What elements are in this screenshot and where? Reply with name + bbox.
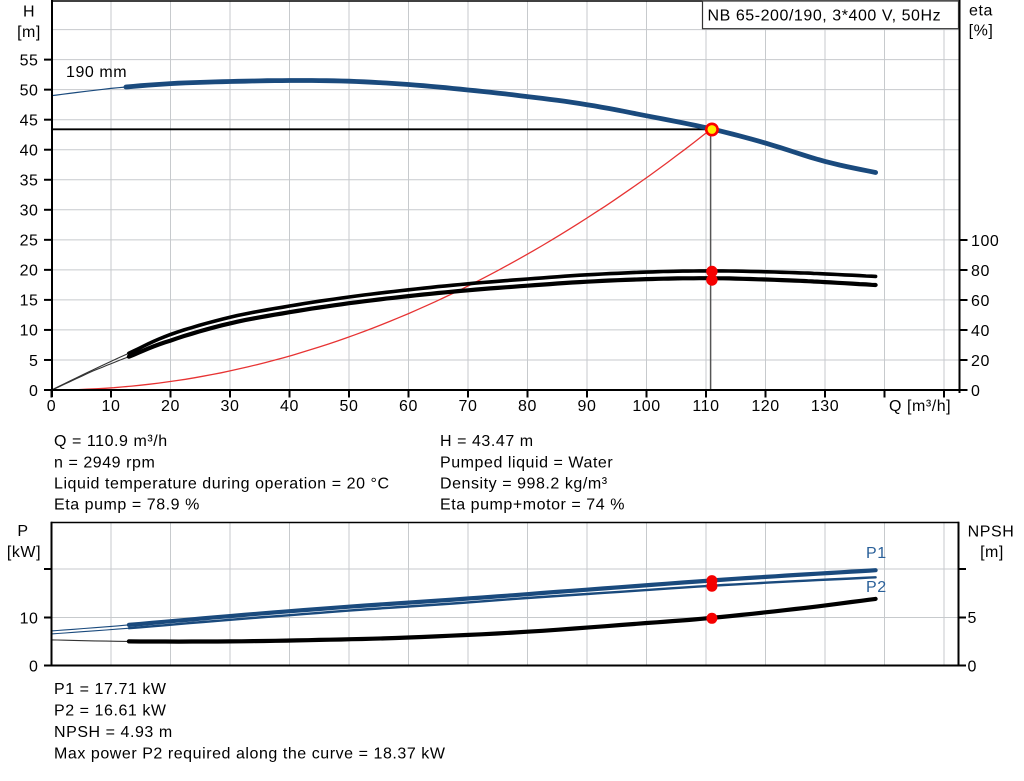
svg-text:60: 60 — [971, 293, 990, 310]
svg-text:60: 60 — [399, 398, 418, 415]
svg-text:190 mm: 190 mm — [66, 64, 127, 81]
svg-text:P2 = 16.61 kW: P2 = 16.61 kW — [54, 703, 167, 720]
svg-text:[%]: [%] — [969, 22, 994, 39]
svg-text:Density = 998.2 kg/m³: Density = 998.2 kg/m³ — [440, 476, 608, 493]
svg-text:NPSH: NPSH — [968, 524, 1015, 541]
svg-text:20: 20 — [20, 263, 39, 280]
svg-text:80: 80 — [971, 263, 990, 280]
svg-text:P1 = 17.71 kW: P1 = 17.71 kW — [54, 681, 167, 698]
svg-text:10: 10 — [102, 398, 121, 415]
svg-text:NPSH = 4.93 m: NPSH = 4.93 m — [54, 724, 173, 741]
svg-text:25: 25 — [20, 233, 39, 250]
svg-text:45: 45 — [20, 113, 39, 130]
svg-text:80: 80 — [518, 398, 537, 415]
svg-text:eta: eta — [969, 3, 993, 20]
svg-text:Eta pump = 78.9 %: Eta pump = 78.9 % — [54, 496, 200, 513]
svg-text:50: 50 — [20, 83, 39, 100]
svg-text:30: 30 — [221, 398, 240, 415]
svg-text:0: 0 — [971, 383, 980, 400]
svg-text:0: 0 — [29, 383, 38, 400]
svg-text:15: 15 — [20, 293, 39, 310]
svg-text:70: 70 — [459, 398, 478, 415]
svg-text:Pumped liquid = Water: Pumped liquid = Water — [440, 454, 613, 471]
svg-text:130: 130 — [811, 398, 839, 415]
svg-text:35: 35 — [20, 173, 39, 190]
svg-text:NB 65-200/190, 3*400 V, 50Hz: NB 65-200/190, 3*400 V, 50Hz — [708, 8, 942, 25]
svg-text:0: 0 — [47, 398, 56, 415]
svg-text:[m]: [m] — [980, 544, 1004, 561]
svg-text:n = 2949 rpm: n = 2949 rpm — [54, 454, 155, 471]
svg-text:Max power P2 required along th: Max power P2 required along the curve = … — [54, 746, 446, 763]
svg-text:0: 0 — [968, 658, 977, 675]
svg-text:50: 50 — [340, 398, 359, 415]
svg-text:100: 100 — [632, 398, 660, 415]
svg-text:P: P — [17, 523, 28, 540]
svg-text:20: 20 — [971, 353, 990, 370]
svg-text:10: 10 — [20, 323, 39, 340]
svg-text:[kW]: [kW] — [7, 544, 41, 561]
svg-text:120: 120 — [751, 398, 779, 415]
svg-text:P2: P2 — [866, 579, 887, 596]
svg-text:H = 43.47 m: H = 43.47 m — [440, 433, 534, 450]
svg-text:P1: P1 — [866, 545, 887, 562]
svg-text:5: 5 — [29, 353, 38, 370]
svg-text:40: 40 — [280, 398, 299, 415]
svg-text:Q = 110.9 m³/h: Q = 110.9 m³/h — [54, 433, 168, 450]
svg-text:Liquid temperature during oper: Liquid temperature during operation = 20… — [54, 476, 390, 493]
svg-text:20: 20 — [161, 398, 180, 415]
svg-text:H: H — [23, 4, 35, 21]
svg-text:[m]: [m] — [17, 24, 41, 41]
svg-text:10: 10 — [20, 610, 39, 627]
svg-text:5: 5 — [968, 610, 977, 627]
svg-text:Eta pump+motor = 74 %: Eta pump+motor = 74 % — [440, 496, 625, 513]
svg-text:Q [m³/h]: Q [m³/h] — [889, 398, 951, 415]
svg-text:55: 55 — [20, 52, 39, 69]
svg-text:40: 40 — [20, 143, 39, 160]
svg-text:90: 90 — [578, 398, 597, 415]
svg-text:100: 100 — [971, 233, 999, 250]
svg-text:30: 30 — [20, 203, 39, 220]
svg-text:40: 40 — [971, 323, 990, 340]
svg-text:110: 110 — [692, 398, 719, 415]
svg-text:0: 0 — [29, 658, 38, 675]
